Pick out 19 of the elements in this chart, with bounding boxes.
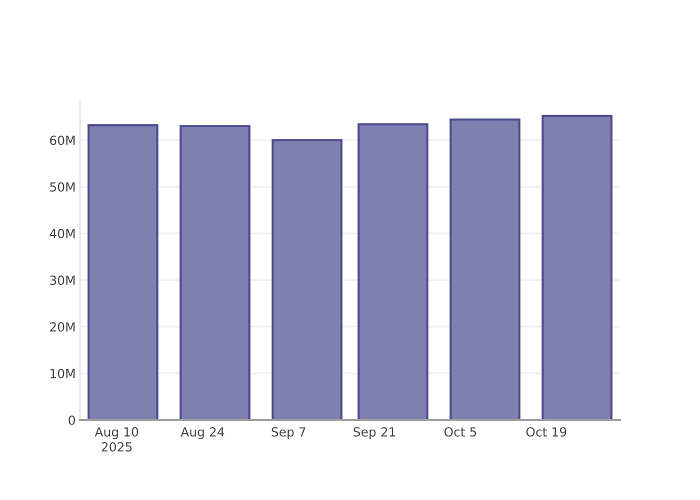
y-tick-label: 10M: [50, 368, 75, 378]
bar: [180, 125, 250, 420]
y-tick-label: 50M: [50, 182, 75, 192]
x-tick-label: Sep 21: [354, 427, 396, 440]
bar: [358, 123, 428, 420]
y-tick-label: 30M: [50, 276, 75, 285]
y-tick-label: 20M: [50, 322, 75, 332]
bar: [88, 124, 158, 420]
bar: [450, 118, 520, 420]
y-tick-label: 0: [68, 415, 76, 425]
x-tick-label: Oct 5: [444, 427, 476, 437]
y-tick-label: 40M: [50, 228, 75, 238]
x-tick-label: Aug 10 2025: [94, 427, 138, 452]
bar: [542, 114, 612, 420]
x-tick-label: Aug 24: [180, 427, 224, 440]
x-tick-label: Oct 19: [526, 427, 566, 437]
x-tick-label: Sep 7: [272, 427, 306, 440]
y-tick-label: 60M: [50, 136, 75, 146]
bar: [272, 139, 342, 420]
